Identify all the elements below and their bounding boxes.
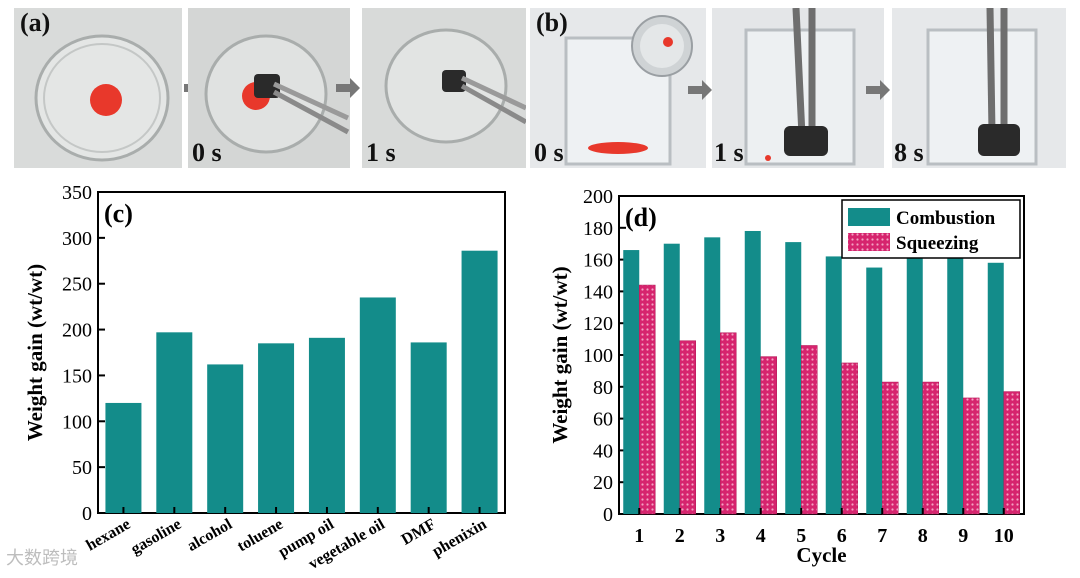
bar-pump-oil — [308, 337, 345, 513]
time-label-a2: 0 s — [192, 138, 222, 167]
y-tick-label: 150 — [62, 365, 92, 387]
y-tick-label: 40 — [593, 440, 613, 462]
x-tick-label: phenixin — [429, 516, 489, 561]
photo-b3 — [892, 8, 1066, 168]
bar-squeezing-cycle-9 — [963, 397, 980, 515]
y-tick-label: 100 — [583, 345, 613, 367]
legend-swatch-combustion — [848, 208, 890, 226]
x-tick-label: 6 — [837, 525, 847, 547]
photo-b1 — [530, 8, 706, 168]
bar-alcohol — [207, 364, 244, 513]
bar-combustion-cycle-3 — [704, 237, 721, 514]
bar-combustion-cycle-8 — [906, 256, 923, 514]
panel-label-b: (b) — [536, 8, 568, 37]
arrow-right-icon — [866, 80, 890, 100]
bar-DMF — [410, 342, 447, 513]
arrow-right-icon — [688, 80, 712, 100]
bar-squeezing-cycle-7 — [882, 381, 899, 515]
photo-a3 — [362, 8, 526, 168]
y-tick-label: 300 — [62, 228, 92, 250]
y-tick-label: 200 — [583, 186, 613, 208]
y-tick-label: 160 — [583, 250, 613, 272]
x-tick-label: 1 — [634, 525, 644, 547]
y-tick-label: 80 — [593, 377, 613, 399]
bar-combustion-cycle-4 — [744, 230, 761, 515]
y-tick-label: 140 — [583, 281, 613, 303]
chart-d: 0 20 40 60 80 100 120 140 160 180 200 Weight gain (… — [548, 186, 1025, 567]
x-tick-label: 4 — [756, 525, 766, 547]
y-tick-label: 0 — [603, 504, 613, 526]
bar-toluene — [258, 343, 295, 513]
y-tick-label: 50 — [72, 457, 92, 479]
panel-label-c: (c) — [104, 199, 133, 228]
time-label-b3: 8 s — [894, 138, 924, 167]
bar-combustion-cycle-5 — [785, 242, 802, 515]
panel-label-d: (d) — [625, 203, 657, 232]
bar-combustion-cycle-7 — [866, 267, 883, 514]
y-axis-label: Weight gain (wt/wt) — [548, 266, 572, 443]
bar-combustion-cycle-6 — [825, 256, 842, 514]
beaker-oil-illustration — [564, 15, 693, 166]
y-tick-label: 200 — [62, 320, 92, 342]
bar-combustion-cycle-2 — [663, 243, 680, 514]
bar-squeezing-cycle-2 — [679, 340, 696, 515]
photo-a1 — [14, 8, 182, 168]
bar-squeezing-cycle-10 — [1003, 391, 1020, 515]
y-tick-label: 250 — [62, 274, 92, 296]
legend-label-combustion: Combustion — [896, 208, 996, 229]
y-tick-label: 20 — [593, 472, 613, 494]
chart-c: 0 50 100 150 200 250 300 350 Weight gain (wt/wt)… — [23, 182, 506, 573]
bar-squeezing-cycle-1 — [639, 284, 656, 515]
y-tick-label: 100 — [62, 411, 92, 433]
x-tick-label: gasoline — [128, 516, 184, 558]
bar-squeezing-cycle-6 — [841, 362, 858, 515]
bar-vegetable-oil — [359, 297, 396, 513]
petri-dish-sponge-1s-illustration — [384, 28, 526, 144]
photo-a2 — [188, 8, 350, 168]
photo-b2 — [712, 8, 884, 168]
bar-gasoline — [156, 332, 193, 513]
x-tick-label: 9 — [958, 525, 968, 547]
beaker-sponge-1s-illustration — [744, 8, 856, 166]
bar-squeezing-cycle-5 — [801, 345, 818, 515]
x-tick-label: 8 — [918, 525, 928, 547]
legend-label-squeezing: Squeezing — [896, 233, 979, 254]
bar-combustion-cycle-1 — [623, 250, 640, 514]
bar-combustion-cycle-9 — [947, 254, 964, 514]
y-tick-label: 180 — [583, 218, 613, 240]
y-tick-label: 120 — [583, 313, 613, 335]
y-tick-label: 350 — [62, 182, 92, 204]
bar-squeezing-cycle-3 — [720, 332, 737, 515]
y-tick-label: 60 — [593, 409, 613, 431]
bar-hexane — [105, 402, 142, 513]
panel-label-a: (a) — [20, 8, 51, 37]
x-axis-label: Cycle — [796, 543, 846, 567]
bar-squeezing-cycle-8 — [922, 381, 939, 515]
petri-dish-oil-illustration — [34, 34, 170, 162]
plot-frame — [97, 191, 506, 514]
bar-phenixin — [461, 250, 498, 513]
petri-dish-sponge-0s-illustration — [204, 34, 350, 154]
y-tick-label: 0 — [82, 503, 92, 525]
arrow-right-icon — [336, 78, 360, 98]
bar-squeezing-cycle-4 — [760, 356, 777, 515]
x-tick-label: alcohol — [184, 515, 235, 554]
x-tick-label: 2 — [675, 525, 685, 547]
x-tick-label: 3 — [715, 525, 725, 547]
time-label-a3: 1 s — [366, 138, 396, 167]
y-axis-label: Weight gain (wt/wt) — [23, 264, 47, 441]
beaker-sponge-8s-illustration — [926, 8, 1038, 166]
watermark: 大数跨境 — [6, 548, 78, 569]
x-tick-label: 10 — [994, 525, 1014, 547]
legend-swatch-squeezing — [848, 233, 890, 251]
x-tick-label: 7 — [877, 525, 887, 547]
time-label-b1: 0 s — [534, 138, 564, 167]
time-label-b2: 1 s — [714, 138, 744, 167]
bar-combustion-cycle-10 — [987, 262, 1004, 514]
x-tick-label: 5 — [796, 525, 806, 547]
